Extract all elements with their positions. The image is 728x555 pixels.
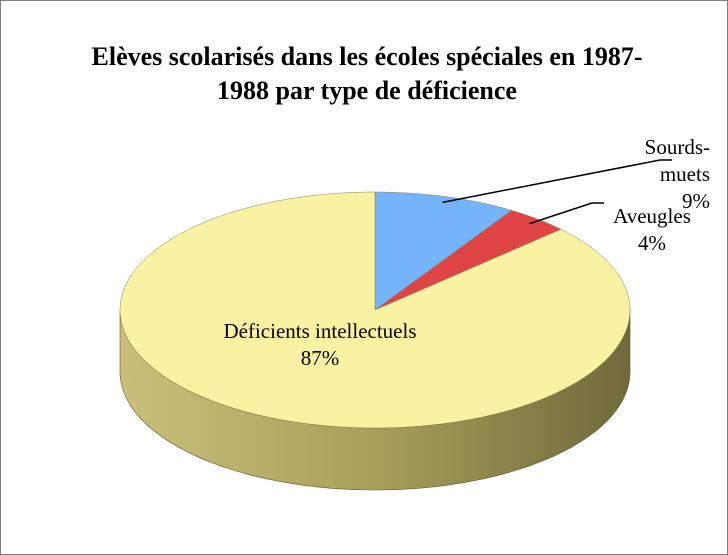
slice [119,191,631,429]
category-label: Sourds-muets [644,135,710,186]
leader-line [442,159,672,204]
value-label: 4% [638,231,666,255]
category-label: Aveugles [613,204,691,228]
data-label: Aveugles 4% [596,203,708,257]
value-label: 87% [300,346,340,370]
chart-title: Elèves scolarisés dans les écoles spécia… [91,42,643,105]
category-label: Déficients intellectuels [223,319,417,343]
data-label: Sourds-muets 9% [600,134,710,215]
data-label: Déficients intellectuels 87% [220,318,420,372]
leader-line [529,202,604,225]
slice [374,210,562,311]
slice [374,191,513,311]
value-label: 9% [682,189,710,213]
